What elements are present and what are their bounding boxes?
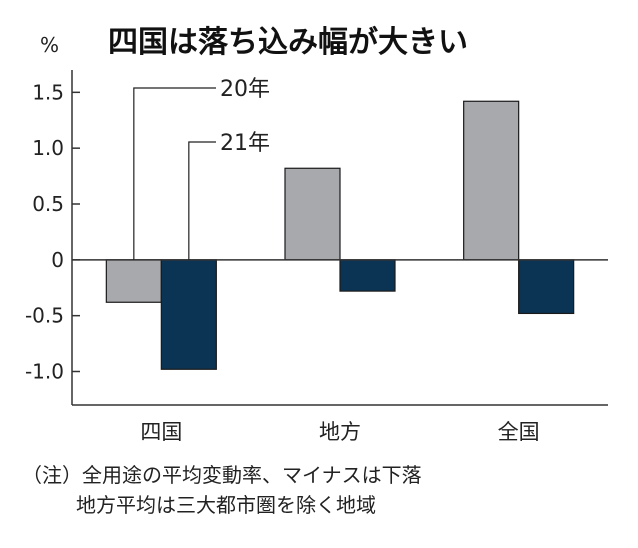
legend: 20年 21年: [133, 77, 270, 260]
bar-series1-1: [284, 167, 341, 261]
axes-group: [71, 70, 608, 406]
bars-group: [105, 100, 575, 370]
category-labels: 四国 地方 全国: [140, 420, 539, 444]
chart-title: 四国は落ち込み幅が大きい: [108, 25, 468, 60]
bar-series2-0: [160, 259, 217, 370]
y-tick-label: -0.5: [25, 304, 64, 328]
note-line-1: （注）全用途の平均変動率、マイナスは下落: [22, 463, 422, 487]
category-label: 全国: [498, 420, 540, 444]
note-line-2: 地方平均は三大都市圏を除く地域: [76, 493, 376, 517]
legend-entry: 21年: [220, 131, 270, 156]
bar-series2-2: [518, 259, 575, 315]
y-tick-label: 1.5: [32, 80, 64, 104]
y-tick-label: 0.5: [32, 192, 64, 216]
y-tick-label: -1.0: [25, 360, 64, 384]
legend-entry: 20年: [220, 77, 270, 102]
category-label: 四国: [140, 420, 182, 444]
bar-chart: 四国は落ち込み幅が大きい % 1.5 1.0 0.5 0 -0.5 -1.0 四国 地方 全国…: [25, 25, 608, 444]
legend-leader-0: [133, 87, 216, 260]
y-tick-label: 0: [51, 248, 64, 272]
y-tick-label: 1.0: [32, 136, 64, 160]
bar-series2-1: [339, 259, 396, 292]
legend-leader-1: [188, 141, 216, 260]
bar-series1-0: [105, 259, 162, 303]
category-label: 地方: [319, 420, 361, 444]
y-unit-label: %: [40, 33, 59, 57]
bar-series1-2: [463, 100, 520, 261]
